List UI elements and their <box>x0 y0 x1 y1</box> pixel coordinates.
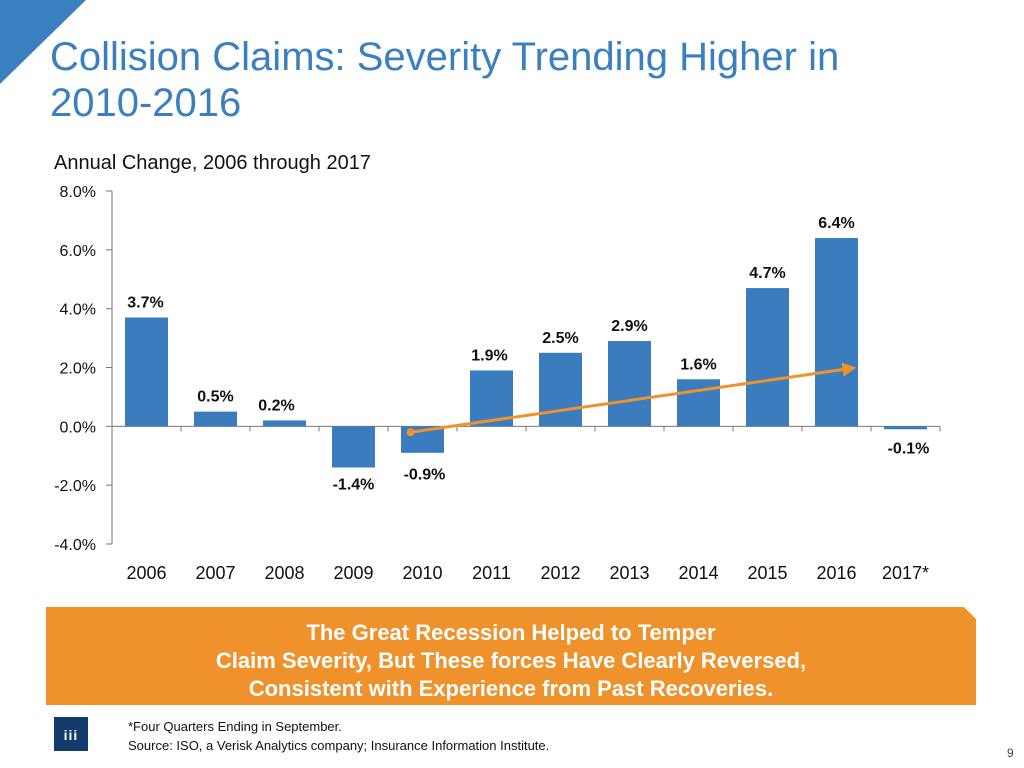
x-tick-label: 2008 <box>264 563 304 583</box>
bar <box>539 352 582 427</box>
x-tick-label: 2015 <box>747 563 787 583</box>
data-label: 6.4% <box>818 215 854 232</box>
x-tick-label: 2014 <box>678 563 718 583</box>
page-number: 9 <box>1007 746 1014 760</box>
data-label: 0.5% <box>197 389 233 406</box>
data-label: 0.2% <box>258 397 294 414</box>
bar <box>746 288 789 427</box>
x-tick-label: 2013 <box>609 563 649 583</box>
data-label: 2.5% <box>542 330 578 347</box>
bar <box>125 317 168 427</box>
bar <box>263 420 306 427</box>
data-label: 1.9% <box>471 347 507 364</box>
x-tick-label: 2009 <box>333 563 373 583</box>
bar <box>815 238 858 427</box>
y-tick-label: 4.0% <box>60 302 96 319</box>
y-tick-label: -2.0% <box>54 478 96 495</box>
footnote-source: Source: ISO, a Verisk Analytics company;… <box>128 738 550 753</box>
bar <box>194 411 237 427</box>
bar <box>884 426 927 430</box>
page-title: Collision Claims: Severity Trending High… <box>50 35 840 125</box>
data-label: 1.6% <box>680 356 716 373</box>
footnote-note: *Four Quarters Ending in September. <box>128 719 342 734</box>
data-label: 4.7% <box>749 265 785 282</box>
banner-background <box>46 607 976 705</box>
y-tick-label: 2.0% <box>60 361 96 378</box>
data-label: -0.1% <box>888 440 930 457</box>
x-tick-label: 2010 <box>402 563 442 583</box>
bar <box>608 341 651 427</box>
y-tick-label: -4.0% <box>54 537 96 554</box>
y-tick-label: 0.0% <box>60 419 96 436</box>
banner-line-1: The Great Recession Helped to Temper <box>306 620 716 645</box>
x-tick-label: 2012 <box>540 563 580 583</box>
corner-triangle-decoration <box>0 0 86 84</box>
trend-start-dot <box>406 428 415 437</box>
banner-line-2: Claim Severity, But These forces Have Cl… <box>215 648 807 673</box>
iii-logo: iii <box>54 717 88 751</box>
y-tick-label: 6.0% <box>60 243 96 260</box>
x-tick-label: 2016 <box>816 563 856 583</box>
x-tick-label: 2006 <box>126 563 166 583</box>
conclusion-banner: The Great Recession Helped to Temper Cla… <box>46 607 976 705</box>
data-label: 3.7% <box>127 294 163 311</box>
x-tick-label: 2017* <box>882 563 929 583</box>
data-label: -1.4% <box>333 477 375 494</box>
banner-text: The Great Recession Helped to Temper Cla… <box>46 619 976 703</box>
footnote: *Four Quarters Ending in September. Sour… <box>128 717 549 755</box>
data-label: -0.9% <box>404 466 446 483</box>
trend-arrowhead <box>841 362 857 377</box>
y-tick-label: 8.0% <box>60 184 96 201</box>
data-label: 2.9% <box>611 318 647 335</box>
x-tick-label: 2011 <box>472 563 511 583</box>
bar-chart: 8.0% 6.0% 4.0% 2.0% 0.0% -2.0% -4.0% 3.7% 0.5% 0.… <box>54 184 941 583</box>
x-tick-label: 2007 <box>195 563 235 583</box>
bar <box>332 426 375 468</box>
trend-line <box>410 367 847 434</box>
chart-subtitle: Annual Change, 2006 through 2017 <box>54 152 371 174</box>
iii-logo-text: iii <box>63 727 79 743</box>
bar <box>677 379 720 427</box>
banner-line-3: Consistent with Experience from Past Rec… <box>248 676 774 701</box>
